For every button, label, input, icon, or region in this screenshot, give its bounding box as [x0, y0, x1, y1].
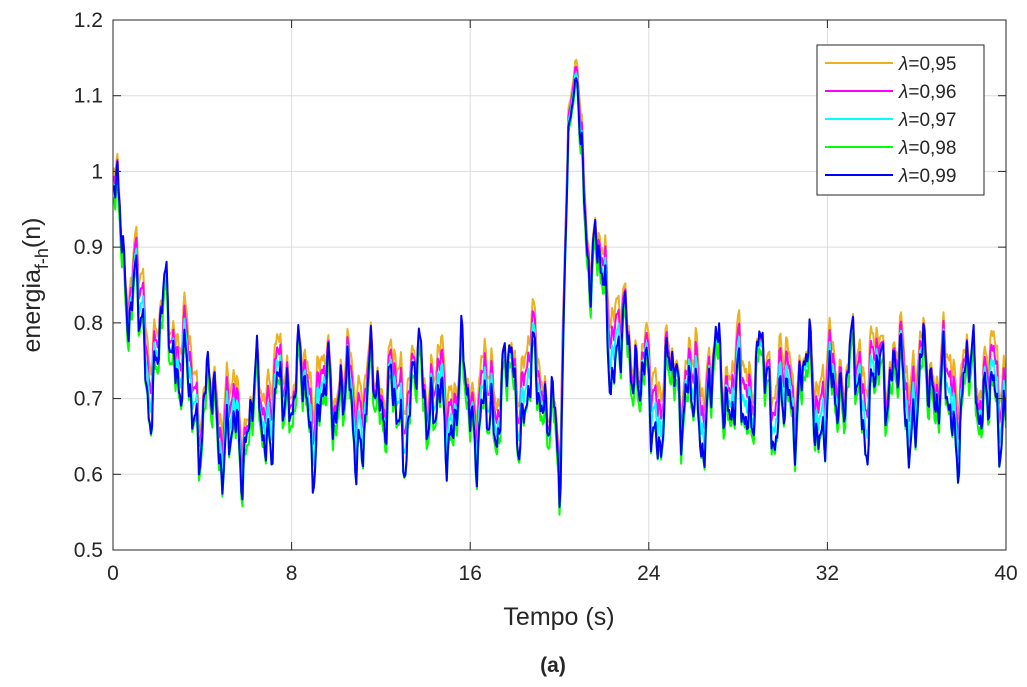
legend-lambda-symbol: λ — [898, 166, 908, 187]
x-tick-label: 40 — [994, 562, 1017, 585]
legend-value: =0,99 — [908, 166, 956, 187]
series-layer — [113, 58, 1006, 516]
legend-label-2: λ=0,96 — [898, 82, 956, 103]
legend-lambda-symbol: λ — [898, 82, 908, 103]
y-tick-label: 0.9 — [74, 236, 103, 259]
figure-caption: (a) — [540, 654, 566, 677]
x-tick-label: 8 — [286, 562, 298, 585]
legend-label-4: λ=0,98 — [898, 138, 956, 159]
y-tick-label: 0.6 — [74, 463, 103, 486]
legend-value: =0,95 — [908, 54, 956, 75]
series-line-5 — [113, 77, 1006, 508]
legend-label-3: λ=0,97 — [898, 110, 956, 131]
legend-value: =0,98 — [908, 138, 956, 159]
legend-lambda-symbol: λ — [898, 138, 908, 159]
legend-lambda-symbol: λ — [898, 110, 908, 131]
x-tick-label: 24 — [637, 562, 661, 585]
legend-value: =0,96 — [908, 82, 956, 103]
legend: λ=0,95λ=0,96λ=0,97λ=0,98λ=0,99 — [816, 44, 985, 196]
legend-lambda-symbol: λ — [898, 54, 908, 75]
x-axis-title: Tempo (s) — [503, 603, 614, 631]
legend-label-1: λ=0,95 — [898, 54, 956, 75]
y-axis-title-main: energia — [18, 269, 46, 352]
y-tick-label: 1.1 — [74, 85, 103, 108]
axis-ticks — [112, 19, 1007, 551]
y-tick-labels: 0.5 0.6 0.7 0.8 0.9 1 1.1 1.2 — [74, 9, 103, 562]
legend-value: =0,97 — [908, 110, 956, 131]
y-axis-title-tail: (n) — [18, 218, 46, 249]
legend-label-5: λ=0,99 — [898, 166, 956, 187]
y-tick-label: 1 — [91, 160, 103, 183]
x-tick-label: 32 — [816, 562, 839, 585]
y-tick-label: 0.7 — [74, 388, 103, 411]
y-tick-label: 1.2 — [74, 9, 103, 32]
y-axis-title: energiaf-h(n) — [18, 218, 52, 353]
y-tick-label: 0.5 — [74, 539, 103, 562]
y-axis-title-subscript: f-h — [32, 248, 52, 269]
x-tick-label: 16 — [459, 562, 482, 585]
y-tick-label: 0.8 — [74, 312, 103, 335]
x-tick-labels: 0 8 16 24 32 40 — [107, 562, 1018, 585]
plot-frame — [112, 19, 1007, 551]
x-tick-label: 0 — [107, 562, 119, 585]
